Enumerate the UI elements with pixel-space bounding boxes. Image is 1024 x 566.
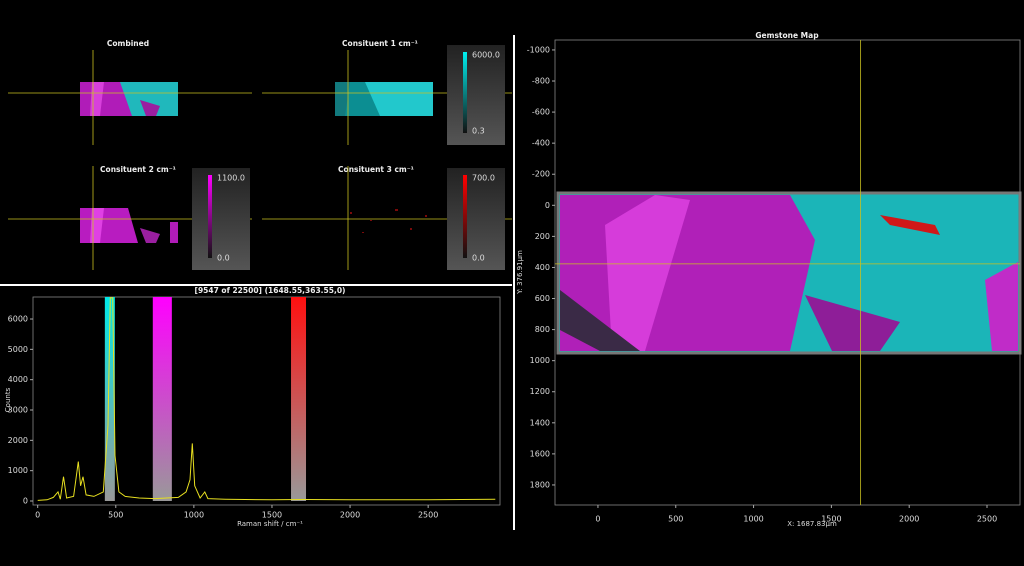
constituent-1-image [335,82,433,116]
y-axis-label: Counts [4,387,12,412]
colorbar-scale [208,175,212,258]
y-tick-label: 1800 [530,480,550,489]
y-tick-label: -1000 [527,45,550,54]
x-tick-label: 500 [108,511,123,520]
x-tick-label: 2000 [899,515,919,524]
x-axis-label: X: 1687.83µm [787,520,837,528]
colorbar [447,45,505,145]
y-tick-label: 2000 [8,436,28,445]
colorbar-min: 0.3 [472,127,485,136]
y-tick-label: 1200 [530,387,550,396]
y-tick-label: 1000 [530,356,550,365]
constituent-3-image [350,209,427,233]
y-tick-label: -600 [532,108,550,117]
y-tick-label: 600 [535,294,550,303]
x-tick-label: 1500 [821,515,841,524]
x-axis-label: Raman shift / cm⁻¹ [237,520,303,528]
plot-frame [32,296,501,506]
colorbar-scale [463,175,467,258]
chart-title: [9547 of 22500] (1648.55,363.55,0) [195,286,346,295]
x-tick-label: 2000 [340,511,360,520]
x-tick-label: 1000 [743,515,763,524]
y-tick-label: 1000 [8,466,28,475]
colorbar [447,168,505,270]
y-tick-label: 0 [545,201,550,210]
band [291,297,307,501]
map-image [556,191,1022,355]
colorbar-max: 700.0 [472,174,495,183]
chart-title: Gemstone Map [755,31,819,40]
y-tick-label: 0 [23,496,28,505]
plot-frame [554,39,1021,506]
colorbar-min: 0.0 [217,254,230,263]
x-tick-label: 2500 [418,511,438,520]
x-tick-label: 0 [595,515,600,524]
x-tick-label: 0 [35,511,40,520]
band [104,297,115,501]
band [152,297,172,501]
spectrum-line [37,297,496,501]
combined-image [80,82,178,116]
y-axis-label: Y: 376.91µm [516,250,524,295]
colorbar-scale [463,52,467,133]
y-tick-label: 6000 [8,315,28,324]
panel-title: Consituent 1 cm⁻¹ [342,39,418,48]
y-tick-label: 200 [535,232,550,241]
y-tick-label: -200 [532,170,550,179]
panel-title: Consituent 2 cm⁻¹ [100,165,176,174]
y-tick-label: 3000 [8,406,28,415]
x-tick-label: 500 [668,515,683,524]
y-tick-label: -400 [532,139,550,148]
y-tick-label: -800 [532,77,550,86]
y-tick-label: 4000 [8,375,28,384]
x-tick-label: 2500 [977,515,997,524]
y-tick-label: 400 [535,263,550,272]
x-tick-label: 1500 [262,511,282,520]
colorbar-min: 0.0 [472,254,485,263]
y-tick-label: 5000 [8,345,28,354]
colorbar [192,168,250,270]
colorbar-max: 6000.0 [472,51,500,60]
constituent-2-image [80,208,178,243]
y-tick-label: 1400 [530,418,550,427]
y-tick-label: 800 [535,325,550,334]
colorbar-max: 1100.0 [217,174,245,183]
panel-title: Consituent 3 cm⁻¹ [338,165,414,174]
y-tick-label: 1600 [530,449,550,458]
panel-title: Combined [107,39,149,48]
x-tick-label: 1000 [184,511,204,520]
